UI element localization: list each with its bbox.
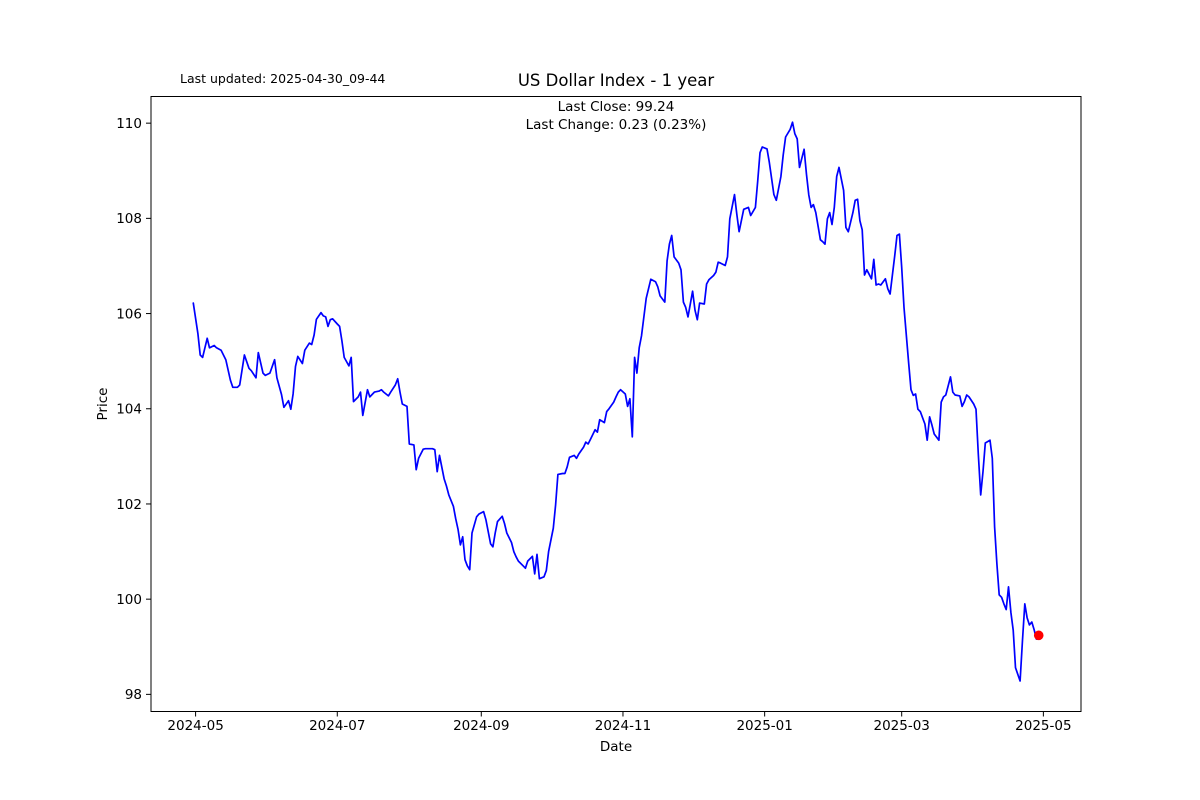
last-updated-text: Last updated: 2025-04-30_09-44 (180, 71, 386, 86)
x-tick-label: 2025-05 (1015, 718, 1071, 734)
y-tick-label: 110 (116, 116, 142, 132)
x-tick-label: 2025-03 (873, 718, 929, 734)
y-tick-label: 108 (116, 211, 142, 227)
last-close-annotation: Last Close: 99.24 Last Change: 0.23 (0.2… (151, 98, 1081, 134)
x-tick-label: 2024-11 (595, 718, 651, 734)
plot-frame (150, 96, 1082, 712)
x-tick-label: 2024-09 (453, 718, 509, 734)
y-tick-label: 100 (116, 592, 142, 608)
x-tick-label: 2024-05 (167, 718, 223, 734)
x-tick-label: 2024-07 (309, 718, 365, 734)
last-change-text: Last Change: 0.23 (0.23%) (525, 117, 707, 133)
chart-title: US Dollar Index - 1 year (517, 71, 715, 90)
x-axis-label: Date (599, 739, 633, 755)
y-tick-label: 98 (125, 687, 142, 703)
y-tick-label: 102 (116, 497, 142, 513)
y-tick-label: 106 (116, 306, 142, 322)
y-tick-label: 104 (116, 402, 142, 418)
x-tick-label: 2025-01 (736, 718, 792, 734)
last-close-marker (1033, 630, 1044, 641)
price-line (192, 121, 1040, 682)
last-close-text: Last Close: 99.24 (557, 99, 675, 115)
y-axis-label: Price (95, 387, 111, 421)
